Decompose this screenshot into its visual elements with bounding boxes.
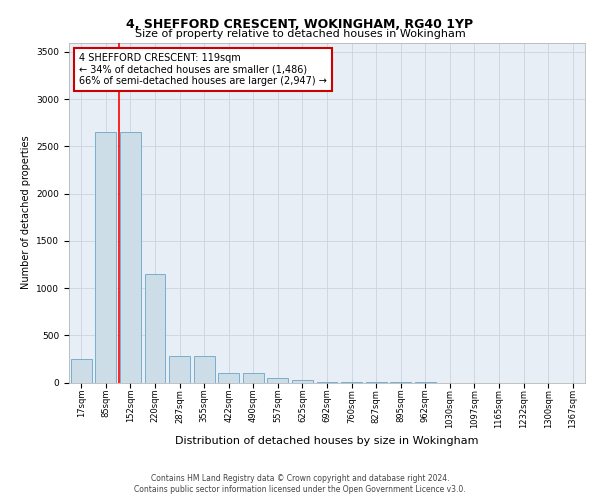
Text: Size of property relative to detached houses in Wokingham: Size of property relative to detached ho… bbox=[134, 29, 466, 39]
Bar bbox=[194, 356, 215, 382]
Bar bbox=[71, 359, 92, 382]
Bar bbox=[243, 373, 264, 382]
Text: 4, SHEFFORD CRESCENT, WOKINGHAM, RG40 1YP: 4, SHEFFORD CRESCENT, WOKINGHAM, RG40 1Y… bbox=[127, 18, 473, 30]
Bar bbox=[169, 356, 190, 382]
Bar bbox=[145, 274, 166, 382]
Bar bbox=[95, 132, 116, 382]
X-axis label: Distribution of detached houses by size in Wokingham: Distribution of detached houses by size … bbox=[175, 436, 479, 446]
Bar bbox=[292, 380, 313, 382]
Bar bbox=[218, 373, 239, 382]
Bar bbox=[268, 378, 289, 382]
Text: Contains HM Land Registry data © Crown copyright and database right 2024.
Contai: Contains HM Land Registry data © Crown c… bbox=[134, 474, 466, 494]
Bar bbox=[120, 132, 141, 382]
Text: 4 SHEFFORD CRESCENT: 119sqm
← 34% of detached houses are smaller (1,486)
66% of : 4 SHEFFORD CRESCENT: 119sqm ← 34% of det… bbox=[79, 52, 327, 86]
Y-axis label: Number of detached properties: Number of detached properties bbox=[21, 136, 31, 290]
